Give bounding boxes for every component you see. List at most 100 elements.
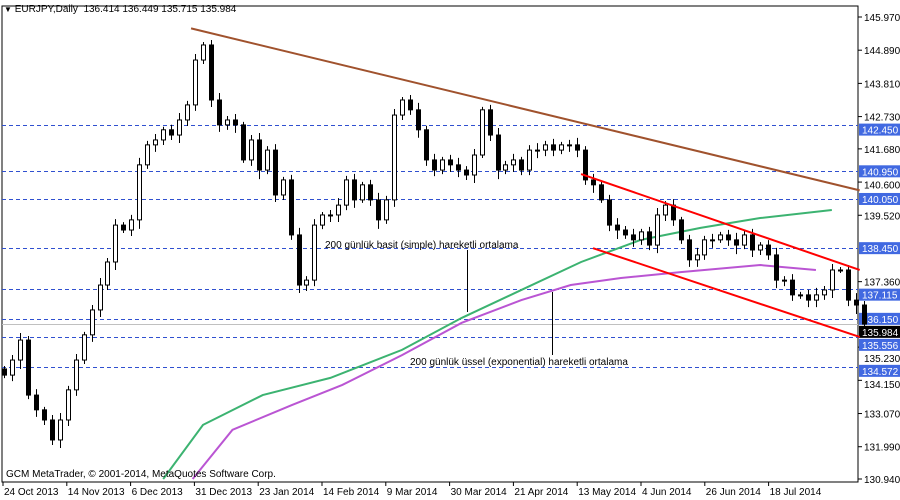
bear-candle bbox=[241, 124, 246, 161]
bear-candle bbox=[34, 394, 39, 411]
y-tick-label: 141.680 bbox=[864, 145, 900, 156]
bull-candle bbox=[185, 104, 190, 121]
bear-candle bbox=[806, 294, 811, 301]
bull-candle bbox=[655, 214, 660, 246]
y-tick-label: 131.990 bbox=[864, 443, 900, 454]
bull-candle bbox=[360, 184, 365, 201]
bull-candle bbox=[90, 309, 95, 336]
plot-frame bbox=[1, 5, 859, 483]
bull-candle bbox=[304, 279, 309, 286]
bull-candle bbox=[392, 114, 397, 201]
bull-candle bbox=[113, 224, 118, 263]
bull-candle bbox=[814, 294, 819, 301]
bull-candle bbox=[559, 144, 564, 151]
bear-candle bbox=[726, 234, 731, 241]
bull-candle bbox=[137, 164, 142, 221]
bull-candle bbox=[718, 234, 723, 241]
y-tick-label: 139.520 bbox=[864, 211, 900, 222]
level-price-label: 135.556 bbox=[862, 341, 899, 352]
bull-candle bbox=[384, 199, 389, 221]
x-tick-label: 6 Dec 2013 bbox=[132, 487, 184, 498]
bull-candle bbox=[838, 269, 843, 272]
bear-candle bbox=[408, 99, 413, 111]
dropdown-triangle-icon[interactable]: ▼ bbox=[4, 5, 12, 14]
bull-candle bbox=[798, 294, 803, 297]
bull-candle bbox=[193, 59, 198, 106]
x-tick-label: 4 Jun 2014 bbox=[642, 487, 692, 498]
bear-candle bbox=[289, 179, 294, 236]
sma-annotation: 200 günlük basit (simple) hareketli orta… bbox=[325, 240, 519, 251]
level-label-bg bbox=[859, 288, 900, 301]
bull-candle bbox=[472, 154, 477, 176]
bear-candle bbox=[607, 199, 612, 226]
y-tick-label: 143.810 bbox=[864, 79, 900, 90]
bear-candle bbox=[273, 149, 278, 196]
bear-candle bbox=[750, 234, 755, 251]
bull-candle bbox=[320, 214, 325, 226]
bull-candle bbox=[758, 244, 763, 251]
bull-candle bbox=[145, 144, 150, 166]
level-label-bg bbox=[859, 242, 900, 255]
bull-candle bbox=[822, 289, 827, 296]
level-label-bg bbox=[859, 338, 900, 351]
bear-candle bbox=[734, 239, 739, 246]
bull-candle bbox=[98, 284, 103, 311]
x-tick-label: 30 Mar 2014 bbox=[451, 487, 508, 498]
bear-candle bbox=[416, 109, 421, 131]
bear-candle bbox=[26, 339, 31, 396]
bull-candle bbox=[328, 214, 333, 217]
chart-header: ▼ EURJPY,Daily 136.414 136.449 135.715 1… bbox=[4, 4, 236, 15]
bear-candle bbox=[432, 159, 437, 171]
y-tick-label: 145.970 bbox=[864, 13, 900, 24]
bull-candle bbox=[10, 359, 15, 376]
bear-candle bbox=[257, 139, 262, 171]
bear-candle bbox=[846, 269, 851, 301]
bull-candle bbox=[543, 144, 548, 151]
bear-candle bbox=[854, 299, 859, 306]
bear-candle bbox=[766, 244, 771, 256]
bear-candle bbox=[774, 254, 779, 281]
bull-candle bbox=[201, 44, 206, 61]
x-tick-label: 9 Mar 2014 bbox=[387, 487, 438, 498]
bear-candle bbox=[496, 134, 501, 171]
bull-candle bbox=[480, 109, 485, 156]
current-price-bg bbox=[859, 325, 900, 338]
bull-candle bbox=[695, 254, 700, 261]
bull-candle bbox=[281, 179, 286, 196]
bull-candle bbox=[702, 239, 707, 256]
level-price-label: 134.572 bbox=[862, 367, 899, 378]
x-tick-label: 13 May 2014 bbox=[578, 487, 636, 498]
bear-candle bbox=[647, 231, 652, 246]
bear-candle bbox=[352, 179, 357, 201]
x-tick-label: 18 Jul 2014 bbox=[770, 487, 822, 498]
bear-candle bbox=[687, 239, 692, 261]
x-tick-label: 21 Apr 2014 bbox=[514, 487, 568, 498]
bull-candle bbox=[527, 149, 532, 171]
bull-candle bbox=[440, 159, 445, 171]
y-tick-label: 133.070 bbox=[864, 410, 900, 421]
bear-candle bbox=[456, 164, 461, 171]
level-label-bg bbox=[859, 192, 900, 205]
bull-candle bbox=[177, 119, 182, 136]
level-price-label: 140.050 bbox=[862, 195, 899, 206]
bull-candle bbox=[74, 359, 79, 391]
bull-candle bbox=[336, 204, 341, 216]
bear-candle bbox=[591, 179, 596, 186]
y-tick-label: 134.150 bbox=[864, 380, 900, 391]
ema200-line bbox=[191, 264, 817, 480]
level-label-bg bbox=[859, 165, 900, 178]
bull-candle bbox=[105, 261, 110, 286]
resistance-trendline bbox=[190, 27, 860, 192]
bull-candle bbox=[249, 139, 254, 161]
bear-candle bbox=[2, 368, 7, 376]
bear-candle bbox=[575, 144, 580, 151]
bear-candle bbox=[615, 224, 620, 231]
bear-candle bbox=[121, 224, 126, 231]
bear-candle bbox=[424, 129, 429, 161]
level-label-bg bbox=[859, 312, 900, 325]
x-tick-label: 26 Jun 2014 bbox=[706, 487, 761, 498]
bear-candle bbox=[862, 304, 867, 325]
candles bbox=[2, 39, 867, 448]
